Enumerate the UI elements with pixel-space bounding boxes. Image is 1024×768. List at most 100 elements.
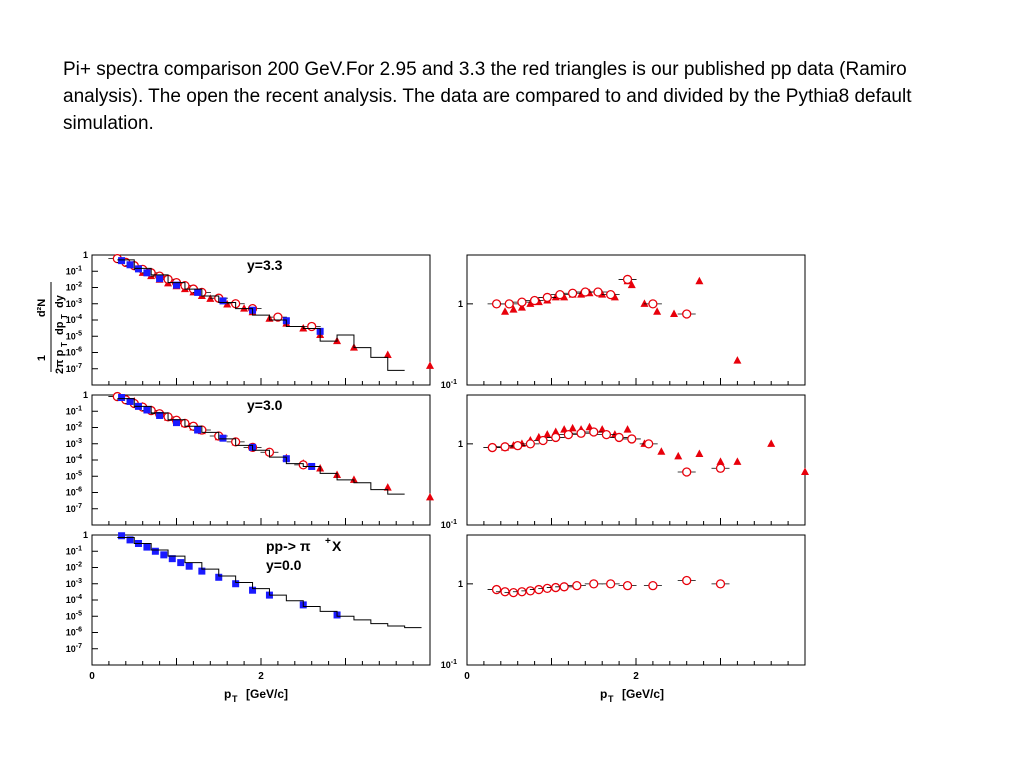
data-point-recent	[682, 467, 692, 477]
data-point-published	[695, 276, 704, 285]
data-point-published	[501, 307, 510, 315]
y-tick-label: 10-3	[66, 298, 82, 309]
data-point-recent	[580, 287, 590, 297]
data-point-published	[240, 304, 249, 312]
y-tick-label: 10-7	[66, 503, 82, 514]
data-point-published	[657, 447, 666, 455]
data-point-published	[517, 303, 526, 311]
data-point-star	[151, 547, 159, 555]
data-point-recent	[273, 312, 283, 322]
y-tick-label: 10-3	[66, 578, 82, 589]
y-title-denom-sub: T	[60, 342, 69, 347]
y-axis-title: 1 d²N 2π p T dp T dy	[36, 282, 69, 374]
data-point-recent	[491, 584, 502, 595]
x-axis-label-right: p T [GeV/c]	[600, 687, 664, 704]
y-tick-label: 10-2	[66, 422, 82, 433]
simulation-histogram	[117, 259, 405, 371]
data-point-star	[126, 261, 134, 269]
data-point-recent	[500, 442, 510, 452]
data-point-star	[126, 397, 134, 405]
chart-panel-2: 1 10-1	[441, 254, 806, 390]
y-tick-label: 10-6	[66, 627, 82, 638]
data-point-published	[627, 280, 636, 289]
y-title-denom-left: 2π p	[54, 349, 66, 374]
data-point-star	[215, 573, 223, 581]
data-point-star	[173, 419, 180, 427]
data-point-recent	[614, 432, 624, 443]
y-title-denom-end: dy	[54, 294, 66, 308]
data-point-recent	[648, 581, 658, 591]
data-point-published	[733, 356, 742, 364]
data-point-published	[426, 361, 434, 369]
y-tick-label: 10-1	[66, 265, 82, 276]
data-point-recent	[627, 434, 637, 444]
y-tick-label: 1	[458, 299, 463, 309]
x-tick-label: 0	[464, 671, 470, 682]
y-tick-label: 10-2	[66, 282, 82, 293]
slide-caption: Pi+ spectra comparison 200 GeV.For 2.95 …	[63, 59, 912, 134]
y-title-denom-right-sub: T	[60, 314, 69, 319]
data-point-recent	[601, 429, 612, 440]
panel-annotation-y00: pp-> π + X y=0.0	[266, 536, 342, 573]
data-point-star	[198, 567, 206, 575]
data-point-recent	[529, 295, 540, 306]
data-point-recent	[622, 274, 633, 285]
y-tick-label: 10-5	[66, 330, 82, 341]
data-point-star	[118, 394, 126, 402]
x-tick-label: 2	[258, 671, 264, 682]
data-point-star	[249, 586, 257, 594]
y-tick-label: 10-1	[441, 659, 457, 670]
chart-panel-5: 110-1 10-2 10-3 10-4 10-5 10-6 10-7 0 2	[66, 530, 431, 682]
data-point-published	[349, 475, 358, 483]
data-point-published	[695, 449, 704, 457]
annotation-reaction: pp-> π	[266, 538, 311, 554]
data-point-recent	[589, 579, 599, 589]
y-tick-label: 10-4	[66, 454, 82, 465]
chart-panel-6: 1 10-1 0 2	[441, 534, 806, 682]
plot-frame	[466, 534, 806, 666]
y-tick-label: 1	[83, 250, 88, 260]
chart-panel-4: 1 10-1	[441, 394, 809, 530]
data-point-recent	[517, 297, 527, 307]
data-point-published	[670, 309, 679, 317]
panel-annotation-y30: y=3.0	[247, 397, 283, 413]
data-point-recent	[589, 427, 599, 437]
data-point-recent	[555, 289, 565, 300]
data-point-published	[801, 467, 809, 475]
chart-panel-3: 110-1 10-2 10-3 10-4 10-5 10-6 10-7	[66, 390, 434, 526]
y-tick-label: 10-6	[66, 347, 82, 358]
y-tick-label: 10-4	[66, 594, 82, 605]
data-point-recent	[682, 575, 692, 586]
data-point-published	[568, 423, 577, 432]
data-point-star	[219, 297, 227, 305]
data-point-recent	[551, 582, 561, 593]
data-point-published	[383, 350, 392, 359]
data-point-star	[219, 434, 227, 442]
xlabel-sub: T	[608, 694, 614, 704]
y-tick-label: 10-5	[66, 610, 82, 621]
data-point-published	[767, 439, 776, 447]
data-point-recent	[648, 299, 658, 309]
data-point-published	[551, 427, 560, 435]
y-tick-label: 1	[458, 579, 463, 589]
annotation-reaction-sup: +	[325, 536, 331, 547]
data-point-recent	[563, 429, 574, 440]
plot-frame	[466, 254, 806, 386]
data-point-recent	[542, 583, 552, 594]
data-point-star	[168, 555, 176, 563]
plot-frame	[91, 394, 431, 526]
data-point-star	[118, 532, 126, 540]
data-point-published	[383, 483, 392, 491]
y-tick-label: 1	[458, 439, 463, 449]
data-point-recent	[487, 442, 498, 453]
data-point-recent	[500, 587, 510, 597]
panel-annotation-y33: y=3.3	[247, 257, 283, 273]
data-point-recent	[538, 435, 548, 446]
y-tick-label: 10-5	[66, 470, 82, 481]
data-point-recent	[682, 309, 692, 319]
data-point-star	[126, 536, 134, 544]
data-point-published	[543, 430, 552, 438]
y-tick-label: 10-1	[441, 519, 457, 530]
data-point-recent	[517, 587, 527, 597]
data-point-star	[232, 580, 240, 588]
